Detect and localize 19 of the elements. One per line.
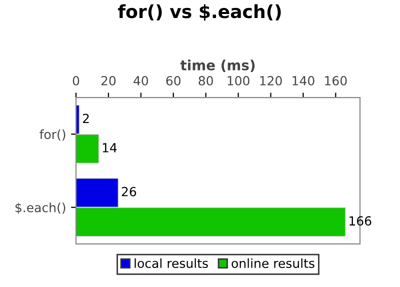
x-tick-label: 120 [260, 76, 282, 86]
x-tick-label: 160 [325, 76, 347, 86]
data-label: 2 [82, 114, 89, 123]
y-tick-label: $.each() [15, 202, 66, 214]
x-axis-title: time (ms) [180, 60, 255, 72]
x-tick-label: 140 [292, 76, 314, 86]
x-tick-label: 100 [228, 76, 250, 86]
legend-label: local results [134, 258, 208, 268]
data-label: 166 [350, 216, 372, 226]
x-tick-label: 20 [101, 76, 116, 86]
data-label: 14 [102, 143, 117, 152]
x-tick-label: 0 [72, 76, 80, 86]
x-tick-label: 60 [166, 76, 180, 86]
y-tick-label: for() [40, 129, 66, 141]
x-tick-label: 40 [134, 76, 148, 86]
legend-label: online results [232, 258, 314, 268]
data-label: 26 [122, 186, 136, 196]
chart-title: for() vs $.each() [118, 4, 281, 21]
x-tick-label: 80 [198, 76, 213, 86]
